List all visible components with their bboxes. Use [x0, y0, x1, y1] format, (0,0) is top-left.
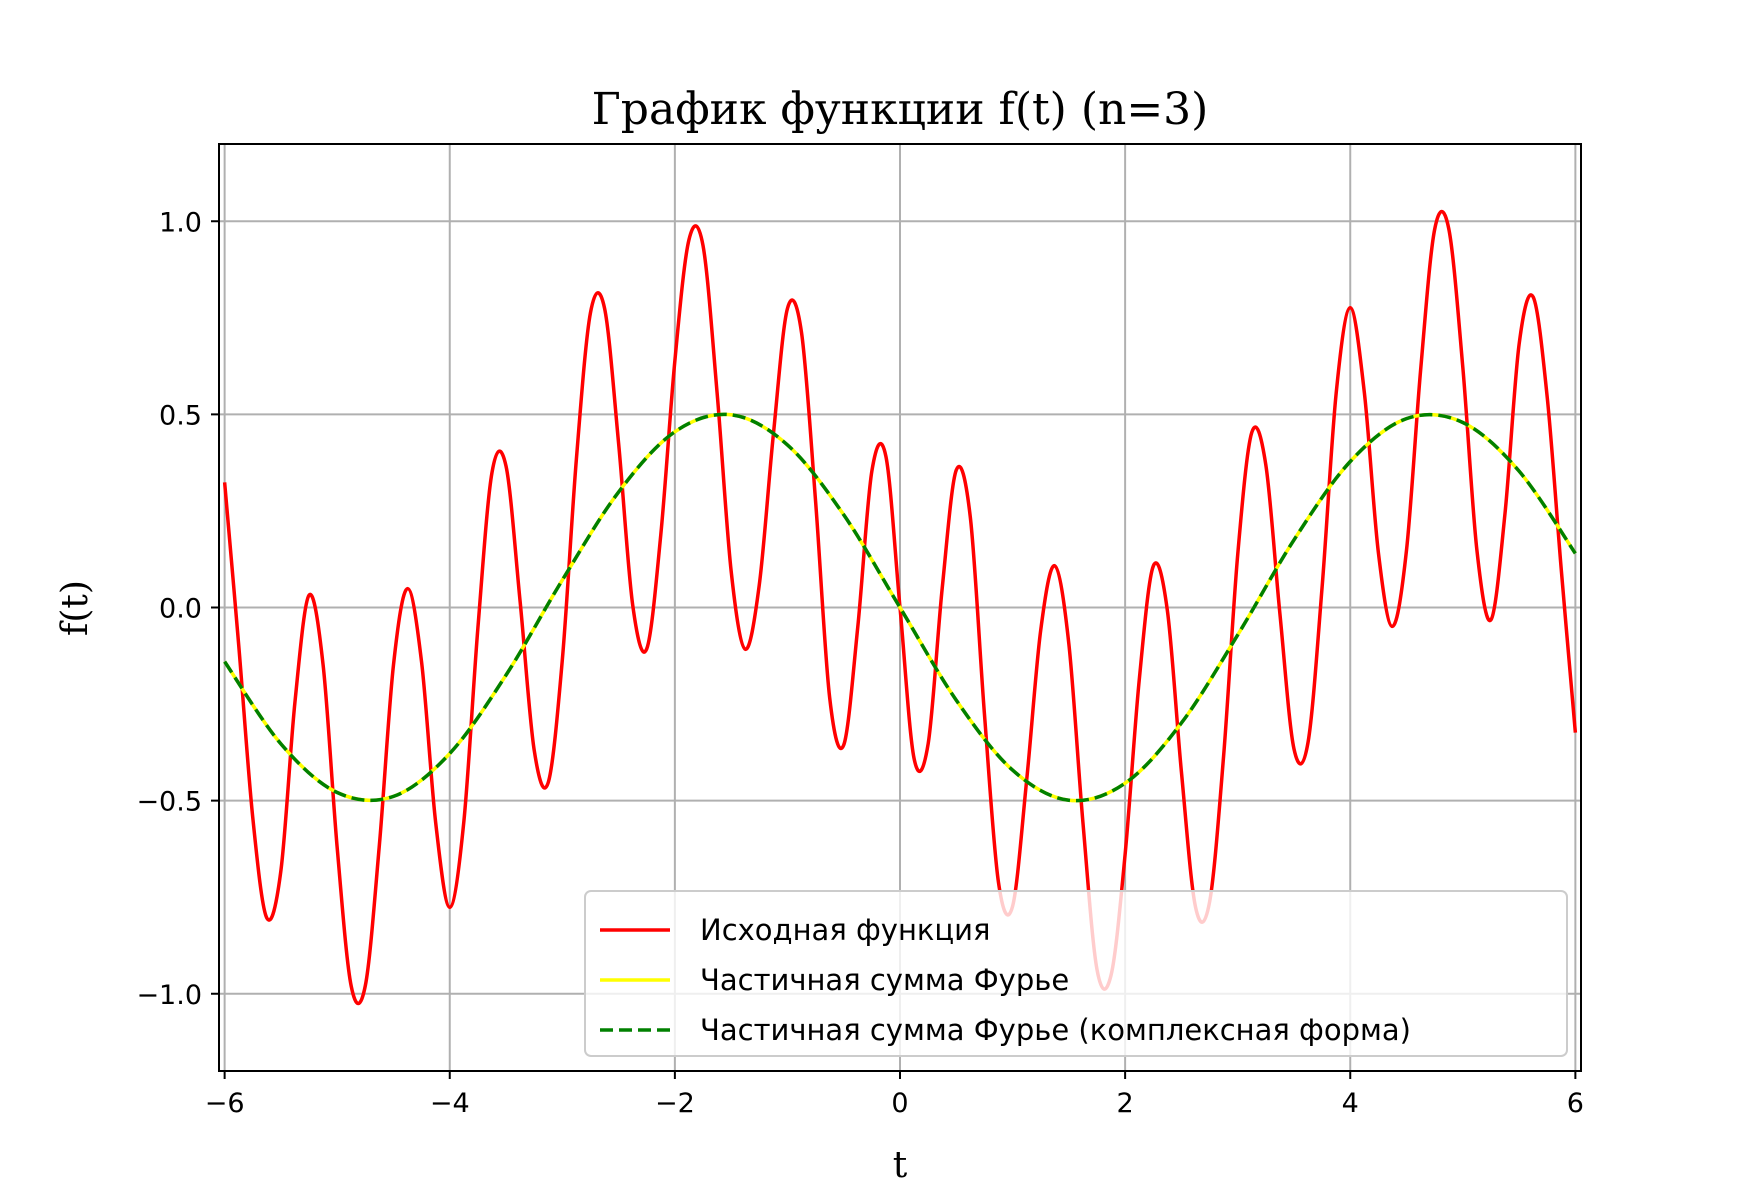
legend-label-fourier: Частичная сумма Фурье [700, 963, 1069, 997]
x-axis-title: t [893, 1145, 908, 1186]
y-tick-label: 1.0 [159, 207, 202, 238]
legend-items: Исходная функция Частичная сумма Фурье Час… [600, 913, 1411, 1047]
y-tick-label: 0.5 [159, 400, 202, 431]
x-tick-label: −2 [655, 1088, 695, 1119]
legend-box [584, 890, 1568, 1057]
x-tick-label: 6 [1567, 1088, 1584, 1119]
x-tick-label: −6 [205, 1088, 245, 1119]
y-tick-label: 0.0 [159, 594, 202, 625]
legend: Исходная функция Частичная сумма Фурье Час… [584, 890, 1568, 1057]
series-layer [222, 209, 1578, 1006]
legend-label-fourier-complex: Частичная сумма Фурье (комплексная форма… [700, 1013, 1411, 1047]
series-line-fourier [223, 412, 1577, 803]
x-tick-label: 2 [1117, 1088, 1134, 1119]
y-tick-label: −1.0 [136, 980, 202, 1011]
ticks: −6 −4 −2 0 2 4 6 −1.0 −0.5 0.0 0.5 1.0 [136, 207, 1584, 1119]
chart-title: График функции f(t) (n=3) [592, 84, 1209, 135]
y-tick-label: −0.5 [136, 787, 202, 818]
x-tick-label: 0 [891, 1088, 908, 1119]
x-tick-label: 4 [1342, 1088, 1359, 1119]
y-axis-title: f(t) [55, 580, 96, 636]
x-tick-label: −4 [430, 1088, 470, 1119]
legend-label-original: Исходная функция [700, 913, 990, 947]
